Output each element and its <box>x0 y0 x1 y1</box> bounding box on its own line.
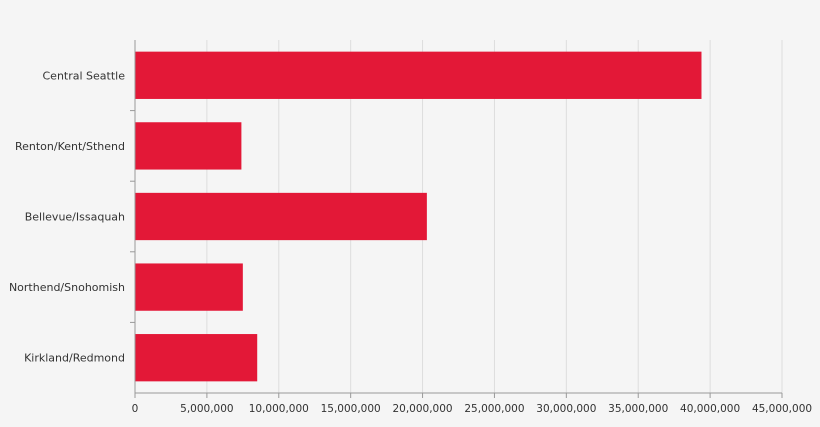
category-label: Central Seattle <box>43 69 126 82</box>
x-tick-label: 30,000,000 <box>536 403 596 415</box>
category-label: Bellevue/Issaquah <box>25 211 125 224</box>
x-tick-label: 15,000,000 <box>321 403 381 415</box>
labels: 0 5,000,000 10,000,000 15,000,000 20,000,000… <box>9 69 812 415</box>
x-tick-label: 45,000,000 <box>752 403 812 415</box>
x-tick-label: 0 <box>132 403 139 415</box>
x-tick-label: 25,000,000 <box>464 403 524 415</box>
x-tick-label: 10,000,000 <box>249 403 309 415</box>
x-tick-label: 20,000,000 <box>392 403 452 415</box>
x-tick-label: 40,000,000 <box>680 403 740 415</box>
x-tick-label: 35,000,000 <box>608 403 668 415</box>
category-label: Northend/Snohomish <box>9 281 125 294</box>
bars <box>135 51 702 382</box>
x-tick-label: 5,000,000 <box>180 403 233 415</box>
bar <box>135 51 702 99</box>
axes <box>130 40 783 398</box>
bar <box>135 192 427 241</box>
bar <box>135 263 243 311</box>
bar <box>135 334 258 382</box>
category-label: Renton/Kent/Sthend <box>15 140 125 153</box>
category-label: Kirkland/Redmond <box>24 352 125 365</box>
bar <box>135 122 242 170</box>
